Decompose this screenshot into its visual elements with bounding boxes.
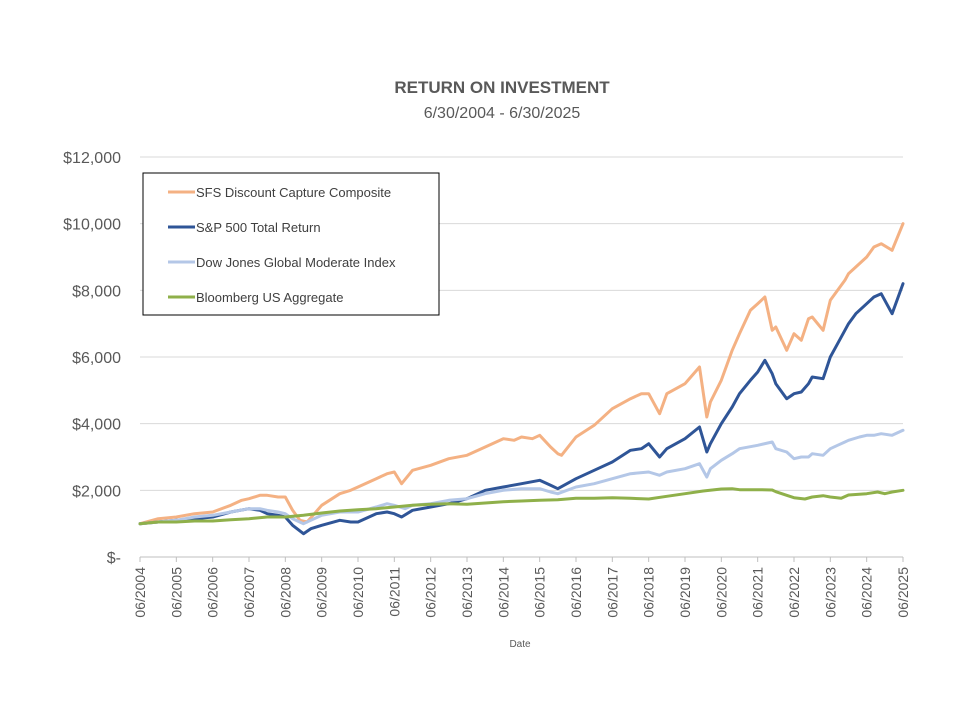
y-tick-label: $10,000 [63,217,121,234]
x-tick-label: 06/2006 [205,567,221,618]
series-line-2 [138,428,905,526]
x-tick-label: 06/2004 [132,567,148,618]
legend-box [142,172,440,316]
series-line-3 [138,487,905,526]
x-tick-label: 06/2016 [568,567,584,618]
x-tick-label: 06/2007 [241,567,257,618]
y-tick-label: $- [107,550,121,567]
x-tick-label: 06/2025 [895,567,911,618]
x-tick-label: 06/2022 [786,567,802,618]
series-line-1 [138,282,905,536]
series-line-0 [138,222,905,526]
x-tick-label: 06/2014 [495,567,511,618]
x-tick-label: 06/2021 [750,567,766,618]
legend: SFS Discount Capture Composite S&P 500 To… [142,172,440,316]
x-tick-label: 06/2012 [423,567,439,618]
y-tick-label: $12,000 [63,150,121,167]
chart-subtitle: 6/30/2004 - 6/30/2025 [424,105,581,122]
x-tick-label: 06/2017 [604,567,620,618]
y-tick-label: $4,000 [72,417,121,434]
x-tick-label: 06/2018 [641,567,657,618]
legend-label: Bloomberg US Aggregate [196,290,343,305]
x-tick-label: 06/2024 [859,567,875,618]
y-tick-label: $2,000 [72,483,121,500]
x-tick-label: 06/2015 [532,567,548,618]
legend-label: Dow Jones Global Moderate Index [196,255,396,270]
x-tick-label: 06/2009 [314,567,330,618]
x-tick-label: 06/2020 [713,567,729,618]
legend-label: SFS Discount Capture Composite [196,185,391,200]
legend-label: S&P 500 Total Return [196,220,321,235]
y-tick-label: $6,000 [72,350,121,367]
x-tick-label: 06/2013 [459,567,475,618]
x-tick-label: 06/2011 [386,567,402,617]
x-tick-label: 06/2019 [677,567,693,618]
series-lines [138,222,905,536]
x-axis-ticks: 06/2004 06/2005 06/2006 06/2007 06/2008 06/20… [132,557,911,618]
x-axis-label: Date [509,639,531,650]
x-tick-label: 06/2008 [277,567,293,618]
y-tick-label: $8,000 [72,283,121,300]
y-axis-ticks: $- $2,000 $4,000 $6,000 $8,000 $10,000 $12,000 [63,150,121,567]
x-tick-label: 06/2010 [350,567,366,618]
x-tick-label: 06/2005 [168,567,184,618]
chart-title: RETURN ON INVESTMENT [394,78,610,97]
x-tick-label: 06/2023 [822,567,838,618]
